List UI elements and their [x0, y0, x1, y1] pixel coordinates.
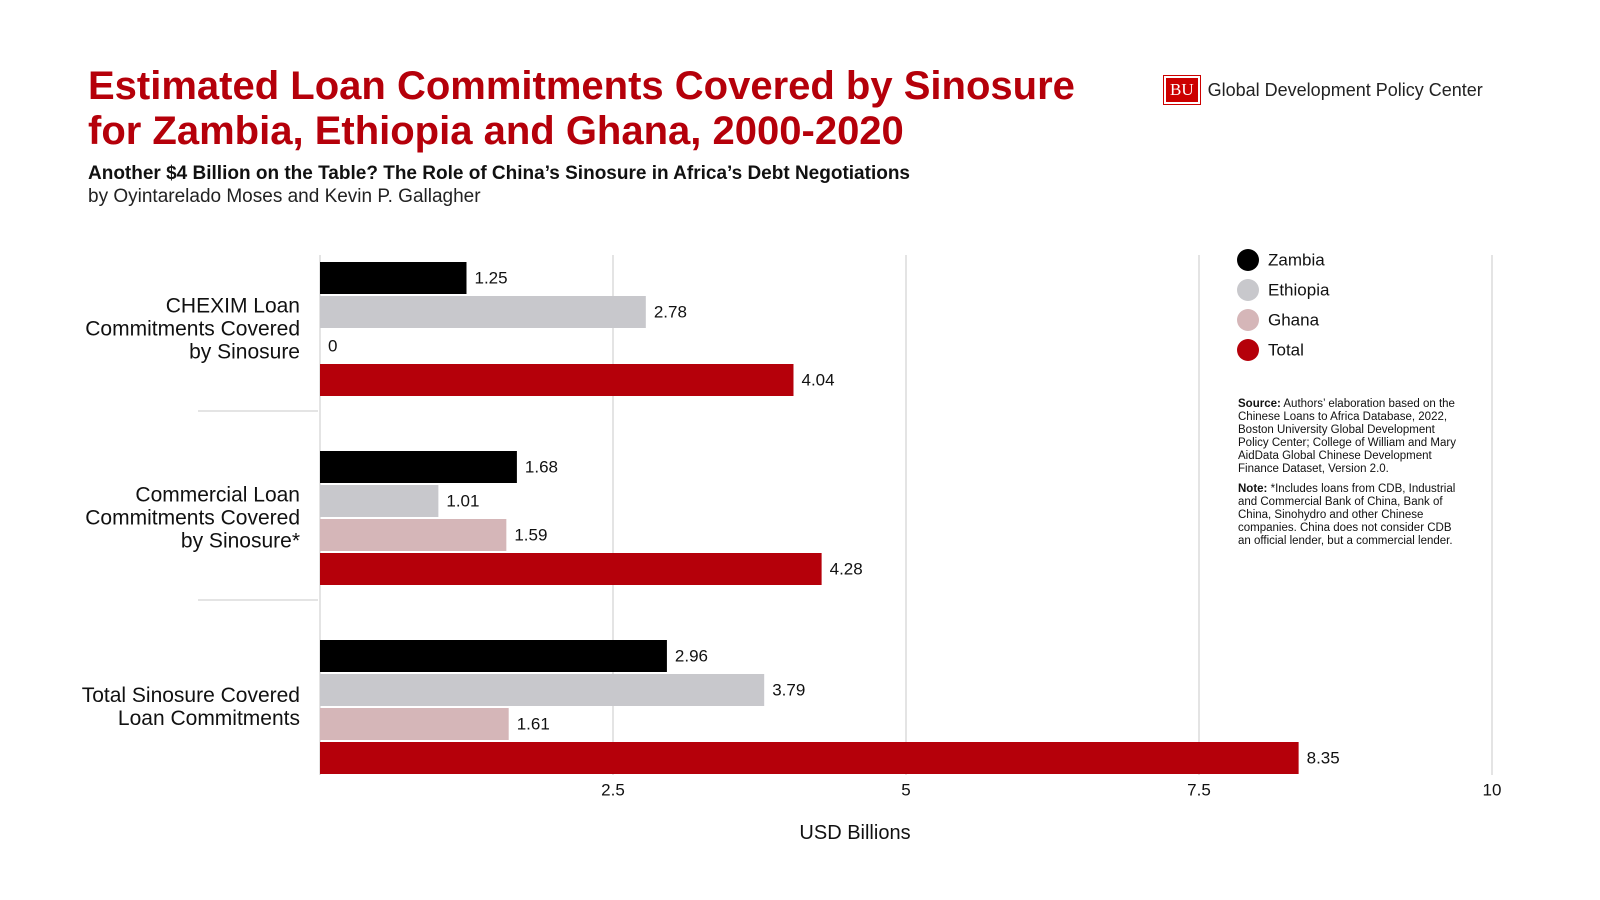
value-label: 3.79 — [772, 680, 805, 699]
y-tick-label: Commercial Loan Commitments Covered by S… — [85, 483, 300, 553]
x-tick-label: 5 — [901, 780, 910, 799]
organization-name: Global Development Policy Center — [1207, 79, 1483, 100]
legend-label: Ghana — [1268, 310, 1320, 329]
bar — [320, 640, 667, 672]
notes: Source: Authors’ elaboration based on th… — [1238, 398, 1458, 555]
legend-label: Ethiopia — [1268, 280, 1330, 299]
bar — [320, 708, 509, 740]
value-label: 4.28 — [830, 559, 863, 578]
value-label: 8.35 — [1307, 748, 1340, 767]
organization: BU Global Development Policy Center — [1163, 75, 1483, 105]
note-label: Note: — [1238, 483, 1268, 495]
source-text: Authors’ elaboration based on the Chines… — [1238, 398, 1456, 475]
bar — [320, 553, 822, 585]
value-label: 2.78 — [654, 302, 687, 321]
legend-label: Zambia — [1268, 250, 1325, 269]
legend-swatch — [1237, 279, 1259, 301]
note-text: *Includes loans from CDB, Industrial and… — [1238, 483, 1456, 547]
value-label: 1.25 — [475, 268, 508, 287]
chart-title: Estimated Loan Commitments Covered by Si… — [88, 64, 1075, 153]
value-label: 1.61 — [517, 714, 550, 733]
x-tick-label: 10 — [1483, 780, 1502, 799]
bar — [320, 742, 1299, 774]
bar — [320, 262, 467, 294]
value-label: 0 — [328, 336, 337, 355]
y-tick-label: CHEXIM Loan Commitments Covered by Sinos… — [85, 294, 300, 364]
y-tick-label: Total Sinosure Covered Loan Commitments — [81, 684, 300, 730]
legend-swatch — [1237, 339, 1259, 361]
legend-swatch — [1237, 309, 1259, 331]
source: Source: Authors’ elaboration based on th… — [1238, 398, 1458, 476]
legend-swatch — [1237, 249, 1259, 271]
bar — [320, 485, 439, 517]
source-label: Source: — [1238, 398, 1281, 410]
legend-label: Total — [1268, 340, 1304, 359]
value-label: 2.96 — [675, 646, 708, 665]
x-tick-label: 7.5 — [1187, 780, 1211, 799]
bar — [320, 674, 765, 706]
subtitle: Another $4 Billion on the Table? The Rol… — [88, 163, 911, 184]
bar — [320, 296, 646, 328]
note: Note: *Includes loans from CDB, Industri… — [1238, 483, 1458, 548]
bar — [320, 451, 517, 483]
x-tick-label: 2.5 — [601, 780, 625, 799]
logo: BU — [1163, 75, 1201, 105]
value-label: 4.04 — [801, 370, 834, 389]
value-label: 1.59 — [514, 525, 547, 544]
bar — [320, 519, 507, 551]
byline: by Oyintarelado Moses and Kevin P. Galla… — [88, 186, 481, 207]
value-label: 1.01 — [446, 491, 479, 510]
value-label: 1.68 — [525, 457, 558, 476]
bar — [320, 364, 794, 396]
x-axis-label: USD Billions — [799, 822, 911, 844]
